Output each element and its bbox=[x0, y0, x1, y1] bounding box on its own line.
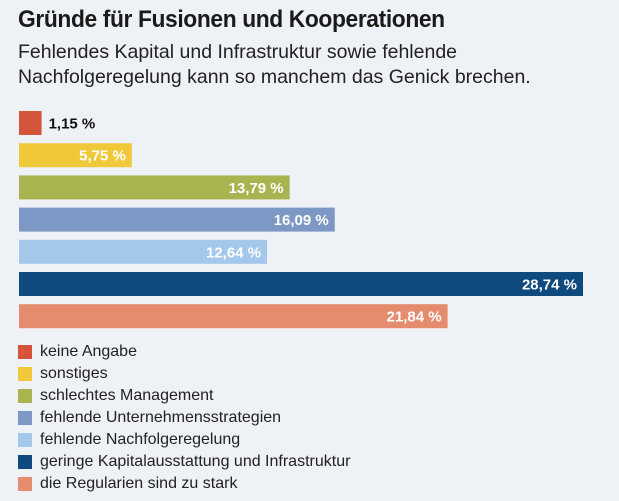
bar-3 bbox=[19, 175, 290, 200]
legend-item-1: keine Angabe bbox=[18, 341, 350, 363]
bar-5 bbox=[19, 239, 268, 264]
chart-title: Gründe für Fusionen und Kooperationen bbox=[18, 6, 445, 33]
legend: keine Angabe sonstiges schlechtes Manageme… bbox=[18, 341, 350, 495]
bar-6 bbox=[19, 272, 583, 296]
legend-label: schlechtes Management bbox=[40, 387, 214, 404]
bar-value-label-1: 1,15 % bbox=[49, 116, 96, 133]
legend-label: geringe Kapitalausstattung und Infrastru… bbox=[40, 453, 351, 470]
legend-swatch bbox=[18, 367, 32, 381]
legend-item-7: die Regularien sind zu stark bbox=[18, 473, 350, 495]
legend-item-2: sonstiges bbox=[18, 363, 350, 385]
legend-swatch bbox=[18, 433, 32, 447]
bar-value-label-6: 28,74 % bbox=[522, 277, 577, 294]
legend-swatch bbox=[18, 345, 32, 359]
bar-1 bbox=[19, 111, 42, 135]
bar-value-label-5: 12,64 % bbox=[206, 244, 261, 261]
legend-swatch bbox=[18, 477, 32, 491]
legend-label: fehlende Nachfolgeregelung bbox=[40, 431, 241, 448]
bar-chart: 1,15 % 5,75 % 13,79 % 16,09 % 12,64 % 28,74 %… bbox=[19, 111, 583, 329]
bar-7 bbox=[19, 304, 448, 329]
bar-value-label-3: 13,79 % bbox=[229, 180, 284, 197]
bar-value-label-2: 5,75 % bbox=[79, 148, 126, 165]
legend-label: sonstiges bbox=[40, 365, 108, 382]
legend-label: keine Angabe bbox=[40, 343, 137, 360]
legend-label: fehlende Unternehmensstrategien bbox=[40, 409, 282, 426]
chart-subtitle: Fehlendes Kapital und Infrastruktur sowi… bbox=[18, 41, 531, 88]
legend-item-3: schlechtes Management bbox=[18, 385, 350, 407]
bar-2 bbox=[19, 143, 132, 168]
legend-swatch bbox=[18, 389, 32, 403]
legend-swatch bbox=[18, 411, 32, 425]
bar-4 bbox=[19, 207, 335, 232]
legend-item-4: fehlende Unternehmensstrategien bbox=[18, 407, 350, 429]
legend-item-5: fehlende Nachfolgeregelung bbox=[18, 429, 350, 451]
legend-label: die Regularien sind zu stark bbox=[40, 475, 238, 492]
legend-item-6: geringe Kapitalausstattung und Infrastru… bbox=[18, 451, 350, 473]
legend-swatch bbox=[18, 455, 32, 469]
bar-value-label-7: 21,84 % bbox=[387, 309, 442, 326]
bar-value-label-4: 16,09 % bbox=[274, 212, 329, 229]
